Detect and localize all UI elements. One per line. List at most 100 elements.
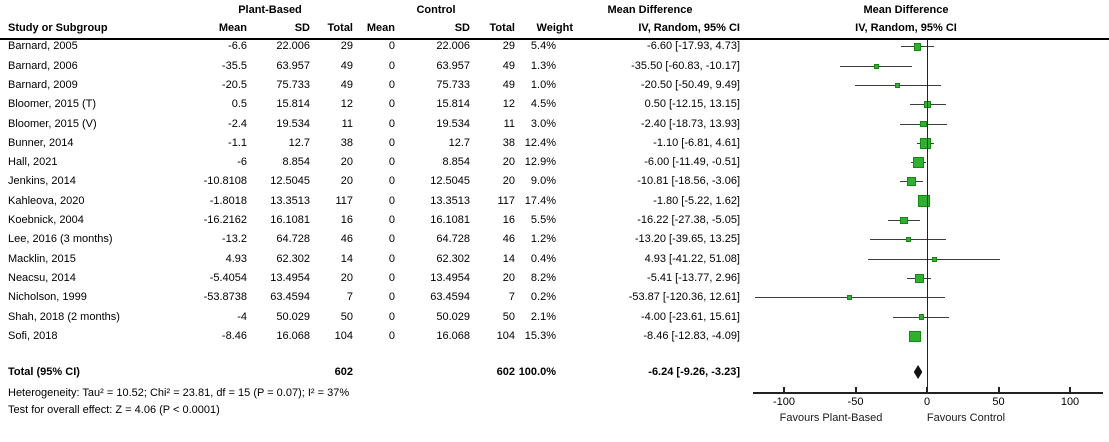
cell-plant-mean: -6.6 bbox=[228, 40, 247, 53]
cell-control-sd: 75.733 bbox=[436, 78, 470, 91]
cell-study: Macklin, 2015 bbox=[8, 252, 76, 265]
cell-plant-mean: 4.93 bbox=[225, 252, 247, 265]
cell-control-sd: 8.854 bbox=[442, 156, 470, 169]
cell-control-mean: 0 bbox=[388, 252, 395, 265]
cell-md-ci: -13.20 [-39.65, 13.25] bbox=[634, 233, 740, 246]
cell-control-total: 49 bbox=[502, 78, 515, 91]
cell-md-ci: -53.87 [-120.36, 12.61] bbox=[628, 291, 740, 304]
table-header-row: Study or Subgroup Mean SD Total Mean SD … bbox=[0, 21, 760, 35]
header-study-or-subgroup: Study or Subgroup bbox=[8, 22, 108, 34]
table-row: Nicholson, 1999 -53.8738 63.4594 7 0 63.4594 7… bbox=[0, 288, 760, 307]
cell-md-ci: -16.22 [-27.38, -5.05] bbox=[637, 214, 740, 226]
cell-control-mean: 0 bbox=[388, 40, 395, 53]
cell-plant-sd: 63.957 bbox=[276, 59, 310, 72]
cell-plant-mean: -13.2 bbox=[221, 233, 247, 246]
cell-weight: 3.0% bbox=[530, 117, 556, 130]
cell-control-mean: 0 bbox=[388, 194, 395, 207]
header-plant-sd: SD bbox=[294, 22, 310, 34]
cell-control-mean: 0 bbox=[388, 291, 395, 304]
column-group-mean-difference-plot: Mean Difference bbox=[863, 4, 949, 16]
cell-control-total: 14 bbox=[502, 252, 515, 265]
cell-plant-sd: 13.4954 bbox=[270, 271, 310, 284]
cell-study: Nicholson, 1999 bbox=[8, 291, 87, 304]
cell-plant-total: 49 bbox=[340, 78, 353, 91]
cell-plant-mean: -5.4054 bbox=[209, 271, 247, 284]
cell-plant-total: 46 bbox=[340, 233, 353, 246]
cell-plant-sd: 63.4594 bbox=[270, 291, 310, 304]
cell-plant-mean: -2.4 bbox=[228, 117, 247, 130]
total-row: Total (95% CI) 602 602 100.0% -6.24 [-9.… bbox=[0, 363, 760, 382]
cell-plant-sd: 75.733 bbox=[276, 78, 310, 91]
x-axis-tick bbox=[1069, 387, 1071, 393]
cell-weight: 0.4% bbox=[530, 252, 556, 265]
cell-md-ci: -6.60 [-17.93, 4.73] bbox=[647, 40, 740, 53]
table-row: Bloomer, 2015 (V) -2.4 19.534 11 0 19.534 11 3.… bbox=[0, 115, 760, 134]
cell-control-sd: 64.728 bbox=[436, 233, 470, 246]
cell-weight: 17.4% bbox=[524, 194, 556, 207]
cell-weight: 15.3% bbox=[524, 329, 556, 342]
cell-study: Neacsu, 2014 bbox=[8, 271, 76, 284]
axis-tick-label: 0 bbox=[923, 396, 931, 408]
cell-plant-total: 29 bbox=[340, 40, 353, 53]
table-row: Neacsu, 2014 -5.4054 13.4954 20 0 13.4954 20 8.… bbox=[0, 269, 760, 288]
cell-study: Barnard, 2009 bbox=[8, 78, 78, 91]
header-divider-line bbox=[0, 38, 1109, 40]
table-row: Macklin, 2015 4.93 62.302 14 0 62.302 14 0.4% 4.… bbox=[0, 250, 760, 269]
table-row: Hall, 2021 -6 8.854 20 0 8.854 20 12.9% -6.00 [-… bbox=[0, 153, 760, 172]
cell-study: Bloomer, 2015 (V) bbox=[8, 117, 97, 130]
cell-md-ci: -5.41 [-13.77, 2.96] bbox=[647, 271, 740, 284]
cell-control-mean: 0 bbox=[388, 233, 395, 246]
cell-weight: 1.2% bbox=[530, 233, 556, 246]
cell-plant-total: 20 bbox=[340, 156, 353, 169]
cell-weight: 0.2% bbox=[530, 291, 556, 304]
cell-control-sd: 13.3513 bbox=[430, 194, 470, 207]
cell-control-sd: 16.068 bbox=[436, 329, 470, 342]
cell-control-total: 7 bbox=[508, 291, 515, 304]
cell-control-sd: 13.4954 bbox=[430, 271, 470, 284]
cell-control-total: 104 bbox=[496, 329, 515, 342]
cell-md-ci: 0.50 [-12.15, 13.15] bbox=[644, 98, 740, 111]
cell-md-ci: 4.93 [-41.22, 51.08] bbox=[644, 252, 740, 265]
cell-plant-sd: 62.302 bbox=[276, 252, 310, 265]
x-axis-tick bbox=[997, 387, 1000, 393]
header-control-sd: SD bbox=[454, 22, 470, 34]
cell-weight: 12.4% bbox=[524, 136, 556, 149]
cell-plant-mean: -1.1 bbox=[228, 136, 247, 149]
effect-marker bbox=[909, 330, 921, 343]
effect-marker bbox=[847, 295, 853, 301]
cell-control-sd: 50.029 bbox=[436, 310, 470, 323]
cell-study: Barnard, 2005 bbox=[8, 40, 78, 53]
cell-plant-total: 11 bbox=[341, 117, 353, 130]
x-axis-tick bbox=[854, 387, 857, 393]
favours-left-label: Favours Plant-Based bbox=[779, 412, 883, 424]
cell-control-total: 20 bbox=[502, 271, 515, 284]
cell-study: Sofi, 2018 bbox=[8, 329, 58, 342]
cell-study: Bunner, 2014 bbox=[8, 136, 74, 149]
table-row: Lee, 2016 (3 months) -13.2 64.728 46 0 64.728… bbox=[0, 230, 760, 249]
effect-marker bbox=[931, 256, 937, 262]
cell-plant-sd: 12.7 bbox=[288, 136, 310, 149]
cell-control-total: 117 bbox=[497, 194, 515, 207]
table-row: Koebnick, 2004 -16.2162 16.1081 16 0 16.1081 1… bbox=[0, 211, 760, 230]
table-row: Sofi, 2018 -8.46 16.068 104 0 16.068 104 15.3% -… bbox=[0, 327, 760, 346]
cell-study: Jenkins, 2014 bbox=[8, 175, 76, 188]
cell-plant-sd: 22.006 bbox=[276, 40, 310, 53]
cell-plant-mean: -6 bbox=[237, 156, 247, 169]
total-plant-n: 602 bbox=[334, 366, 353, 378]
effect-marker bbox=[895, 82, 901, 88]
axis-tick-label: 50 bbox=[992, 396, 1005, 408]
cell-study: Kahleova, 2020 bbox=[8, 194, 85, 207]
cell-plant-sd: 8.854 bbox=[282, 156, 310, 169]
cell-plant-mean: -20.5 bbox=[221, 78, 247, 91]
cell-control-mean: 0 bbox=[388, 156, 395, 169]
cell-control-total: 38 bbox=[502, 136, 515, 149]
table-row: Barnard, 2005 -6.6 22.006 29 0 22.006 29 5.4% -6… bbox=[0, 37, 760, 56]
cell-control-total: 20 bbox=[502, 175, 515, 188]
effect-marker bbox=[913, 43, 922, 51]
cell-control-sd: 12.7 bbox=[448, 136, 470, 149]
cell-weight: 9.0% bbox=[530, 175, 556, 188]
header-iv-random-ci-plot: IV, Random, 95% CI bbox=[855, 22, 957, 34]
effect-marker bbox=[920, 138, 931, 149]
header-control-total: Total bbox=[489, 22, 515, 34]
